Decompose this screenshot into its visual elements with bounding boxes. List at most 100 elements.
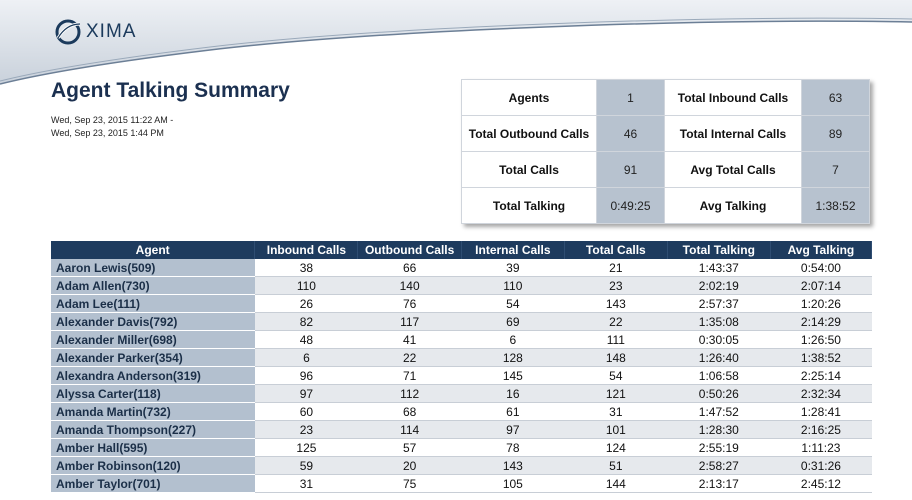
total-calls-cell: 148 xyxy=(564,348,668,367)
avg-talking-cell: 2:07:14 xyxy=(770,276,872,295)
total-talking-cell: 1:06:58 xyxy=(667,366,771,385)
agents-label: Agents xyxy=(461,79,597,116)
header-banner xyxy=(0,0,912,85)
column-header-total-talking[interactable]: Total Talking xyxy=(667,241,771,259)
avg-talking-cell: 2:32:34 xyxy=(770,384,872,403)
avg-talking-cell: 2:14:29 xyxy=(770,312,872,331)
agent-name-cell: Amanda Martin(732) xyxy=(51,402,255,421)
inbound-calls-cell: 125 xyxy=(254,438,358,457)
total-calls-label: Total Calls xyxy=(461,151,597,188)
inbound-calls-cell: 59 xyxy=(254,456,358,475)
table-row: Alexander Davis(792) 82 117 69 22 1:35:08 2:14… xyxy=(51,312,872,331)
table-row: Amber Hall(595) 125 57 78 124 2:55:19 1:11:23 xyxy=(51,438,872,457)
table-row: Adam Lee(111) 26 76 54 143 2:57:37 1:20:26 xyxy=(51,294,872,313)
agent-name-cell: Aaron Lewis(509) xyxy=(51,259,255,277)
internal-calls-cell: 128 xyxy=(461,348,565,367)
agent-talking-table: Agent Inbound Calls Outbound Calls Inter… xyxy=(51,241,873,493)
internal-calls-cell: 145 xyxy=(461,366,565,385)
column-header-agent[interactable]: Agent xyxy=(51,241,256,259)
total-talking-cell: 2:13:17 xyxy=(667,474,771,493)
agents-value: 1 xyxy=(596,79,665,116)
date-from: Wed, Sep 23, 2015 11:22 AM - xyxy=(51,115,174,125)
inbound-calls-cell: 48 xyxy=(254,330,358,349)
date-range: Wed, Sep 23, 2015 11:22 AM - Wed, Sep 23… xyxy=(51,114,173,140)
avg-talking-cell: 0:54:00 xyxy=(770,259,872,277)
total-outbound-value: 46 xyxy=(596,115,665,152)
outbound-calls-cell: 71 xyxy=(357,366,462,385)
total-talking-cell: 1:43:37 xyxy=(667,259,771,277)
total-talking-cell: 1:47:52 xyxy=(667,402,771,421)
avg-talking-cell: 2:45:12 xyxy=(770,474,872,493)
table-row: Alexander Miller(698) 48 41 6 111 0:30:05 1:26… xyxy=(51,330,872,349)
outbound-calls-cell: 22 xyxy=(357,348,462,367)
column-header-avg-talking[interactable]: Avg Talking xyxy=(770,241,873,259)
table-row: Alexander Parker(354) 6 22 128 148 1:26:40 1:3… xyxy=(51,348,872,367)
avg-total-calls-label: Avg Total Calls xyxy=(664,151,802,188)
total-inbound-value: 63 xyxy=(801,79,870,116)
total-calls-cell: 23 xyxy=(564,276,668,295)
internal-calls-cell: 97 xyxy=(461,420,565,439)
internal-calls-cell: 143 xyxy=(461,456,565,475)
total-talking-label: Total Talking xyxy=(461,187,597,224)
inbound-calls-cell: 82 xyxy=(254,312,358,331)
inbound-calls-cell: 60 xyxy=(254,402,358,421)
summary-table: Agents 1 Total Inbound Calls 63 Total Ou… xyxy=(461,79,870,224)
column-header-total-calls[interactable]: Total Calls xyxy=(564,241,668,259)
internal-calls-cell: 16 xyxy=(461,384,565,403)
total-talking-cell: 1:28:30 xyxy=(667,420,771,439)
outbound-calls-cell: 112 xyxy=(357,384,462,403)
avg-talking-cell: 1:26:50 xyxy=(770,330,872,349)
table-row: Alyssa Carter(118) 97 112 16 121 0:50:26 2:32:… xyxy=(51,384,872,403)
logo-text: XIMA xyxy=(86,21,137,42)
date-to: Wed, Sep 23, 2015 1:44 PM xyxy=(51,128,164,138)
total-outbound-label: Total Outbound Calls xyxy=(461,115,597,152)
outbound-calls-cell: 140 xyxy=(357,276,462,295)
table-row: Amber Robinson(120) 59 20 143 51 2:58:27 0:31:… xyxy=(51,456,872,475)
avg-talking-cell: 1:11:23 xyxy=(770,438,872,457)
column-header-outbound-calls[interactable]: Outbound Calls xyxy=(357,241,462,259)
total-calls-cell: 101 xyxy=(564,420,668,439)
outbound-calls-cell: 117 xyxy=(357,312,462,331)
total-calls-value: 91 xyxy=(596,151,665,188)
table-row: Amanda Martin(732) 60 68 61 31 1:47:52 1:28:41 xyxy=(51,402,872,421)
total-calls-cell: 144 xyxy=(564,474,668,493)
total-talking-cell: 0:50:26 xyxy=(667,384,771,403)
inbound-calls-cell: 6 xyxy=(254,348,358,367)
agent-name-cell: Alexander Parker(354) xyxy=(51,348,255,367)
total-talking-cell: 2:55:19 xyxy=(667,438,771,457)
summary-row: Total Calls 91 Avg Total Calls 7 xyxy=(461,151,870,188)
xima-logo: XIMA xyxy=(54,18,136,46)
total-internal-label: Total Internal Calls xyxy=(664,115,802,152)
agent-name-cell: Amber Robinson(120) xyxy=(51,456,255,475)
total-calls-cell: 143 xyxy=(564,294,668,313)
agent-name-cell: Alyssa Carter(118) xyxy=(51,384,255,403)
total-talking-cell: 1:35:08 xyxy=(667,312,771,331)
column-header-inbound-calls[interactable]: Inbound Calls xyxy=(254,241,359,259)
internal-calls-cell: 105 xyxy=(461,474,565,493)
agent-name-cell: Adam Allen(730) xyxy=(51,276,255,295)
table-row: Adam Allen(730) 110 140 110 23 2:02:19 2:07:14 xyxy=(51,276,872,295)
avg-talking-value: 1:38:52 xyxy=(801,187,870,224)
agent-name-cell: Amber Taylor(701) xyxy=(51,474,255,493)
inbound-calls-cell: 97 xyxy=(254,384,358,403)
avg-talking-cell: 1:28:41 xyxy=(770,402,872,421)
summary-row: Agents 1 Total Inbound Calls 63 xyxy=(461,79,870,116)
outbound-calls-cell: 76 xyxy=(357,294,462,313)
total-talking-cell: 2:02:19 xyxy=(667,276,771,295)
avg-talking-cell: 1:20:26 xyxy=(770,294,872,313)
inbound-calls-cell: 26 xyxy=(254,294,358,313)
internal-calls-cell: 61 xyxy=(461,402,565,421)
column-header-internal-calls[interactable]: Internal Calls xyxy=(461,241,565,259)
avg-talking-label: Avg Talking xyxy=(664,187,802,224)
summary-row: Total Outbound Calls 46 Total Internal C… xyxy=(461,115,870,152)
outbound-calls-cell: 75 xyxy=(357,474,462,493)
inbound-calls-cell: 23 xyxy=(254,420,358,439)
agent-name-cell: Alexandra Anderson(319) xyxy=(51,366,255,385)
total-calls-cell: 21 xyxy=(564,259,668,277)
agent-name-cell: Adam Lee(111) xyxy=(51,294,255,313)
agent-name-cell: Amanda Thompson(227) xyxy=(51,420,255,439)
total-talking-value: 0:49:25 xyxy=(596,187,665,224)
outbound-calls-cell: 114 xyxy=(357,420,462,439)
avg-talking-cell: 1:38:52 xyxy=(770,348,872,367)
internal-calls-cell: 39 xyxy=(461,259,565,277)
